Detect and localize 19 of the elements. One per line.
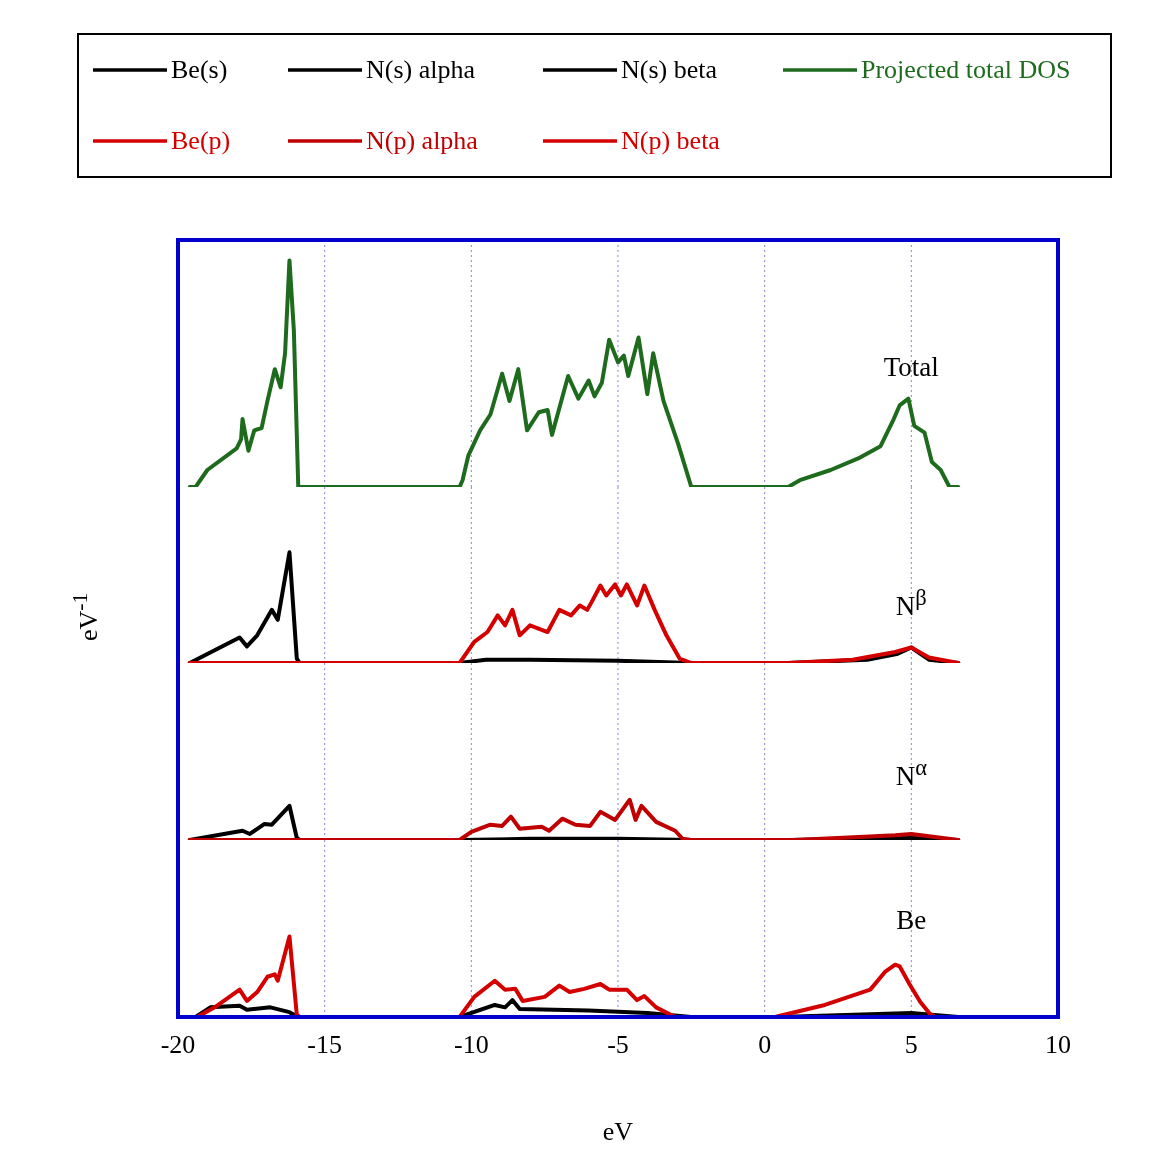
legend-label: Be(p) [171,125,231,156]
x-tick-label: -20 [160,1030,196,1060]
x-tick-label: 10 [1045,1030,1071,1060]
x-tick-label: 5 [904,1030,918,1060]
legend-label: Be(s) [171,55,228,86]
x-tick-label: -15 [307,1030,342,1060]
annotation: Total [882,352,940,383]
legend-label: N(p) alpha [366,125,478,156]
x-tick-label: -5 [607,1030,629,1060]
text: N$^{α}$ [894,755,928,792]
legend-label: N(p) beta [621,125,720,156]
legend-label: Projected total DOS [861,55,1071,86]
x-tick-label: 0 [758,1030,772,1060]
x-tick-label: -10 [454,1030,489,1060]
legend-label: N(s) alpha [366,55,476,86]
annotation: N$^{β}$ [894,585,928,622]
text: Be [895,905,928,936]
legend-label: N(s) beta [621,55,718,86]
x-axis-title: eV [601,1117,635,1147]
